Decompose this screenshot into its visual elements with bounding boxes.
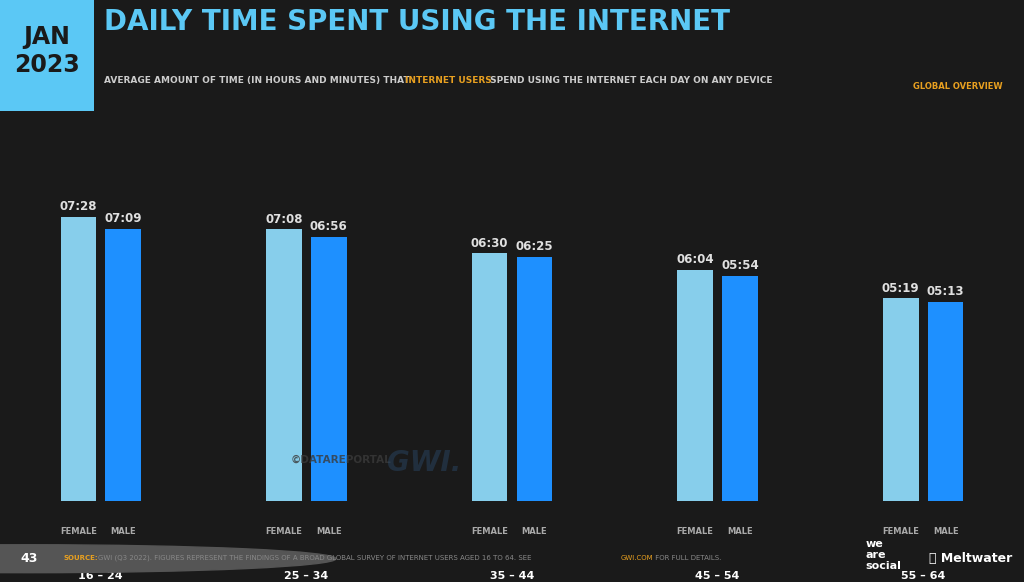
Bar bbox=[517, 257, 552, 501]
Circle shape bbox=[0, 545, 336, 573]
Bar bbox=[678, 270, 713, 501]
Text: FOR FULL DETAILS.: FOR FULL DETAILS. bbox=[653, 555, 722, 561]
Text: MALE: MALE bbox=[521, 527, 547, 535]
Text: 05:54: 05:54 bbox=[721, 260, 759, 272]
Text: MALE: MALE bbox=[111, 527, 136, 535]
Text: 25 – 34
YEARS OLD: 25 – 34 YEARS OLD bbox=[271, 572, 342, 582]
Text: INTERNET USERS: INTERNET USERS bbox=[404, 76, 492, 85]
Bar bbox=[883, 299, 919, 501]
Text: MALE: MALE bbox=[316, 527, 342, 535]
Text: 07:28: 07:28 bbox=[59, 200, 97, 213]
Text: 43: 43 bbox=[20, 552, 37, 565]
Bar bbox=[928, 302, 964, 501]
Text: MALE: MALE bbox=[933, 527, 958, 535]
Text: 07:08: 07:08 bbox=[265, 212, 303, 226]
Text: 45 – 54
YEARS OLD: 45 – 54 YEARS OLD bbox=[682, 572, 753, 582]
Text: 05:13: 05:13 bbox=[927, 285, 965, 299]
Text: 16 – 24
YEARS OLD: 16 – 24 YEARS OLD bbox=[66, 572, 136, 582]
Text: FEMALE: FEMALE bbox=[883, 527, 920, 535]
Text: 35 – 44
YEARS OLD: 35 – 44 YEARS OLD bbox=[477, 572, 547, 582]
Text: GWI.COM: GWI.COM bbox=[621, 555, 653, 561]
Text: SOURCE:: SOURCE: bbox=[63, 555, 98, 561]
Bar bbox=[105, 229, 141, 501]
Text: 06:25: 06:25 bbox=[516, 240, 553, 253]
Text: MALE: MALE bbox=[727, 527, 753, 535]
Text: 06:04: 06:04 bbox=[677, 253, 714, 266]
Text: 55 – 64
YEARS OLD: 55 – 64 YEARS OLD bbox=[888, 572, 958, 582]
Bar bbox=[311, 237, 346, 501]
Text: GWI.: GWI. bbox=[387, 449, 461, 477]
Text: FEMALE: FEMALE bbox=[471, 527, 508, 535]
Text: FEMALE: FEMALE bbox=[265, 527, 302, 535]
Bar bbox=[472, 254, 507, 501]
Text: GLOBAL OVERVIEW: GLOBAL OVERVIEW bbox=[912, 81, 1002, 91]
Text: SPEND USING THE INTERNET EACH DAY ON ANY DEVICE: SPEND USING THE INTERNET EACH DAY ON ANY… bbox=[487, 76, 773, 85]
Text: 05:19: 05:19 bbox=[882, 282, 920, 294]
Text: JAN
2023: JAN 2023 bbox=[14, 25, 80, 77]
Text: DAILY TIME SPENT USING THE INTERNET: DAILY TIME SPENT USING THE INTERNET bbox=[104, 8, 730, 36]
Text: FEMALE: FEMALE bbox=[677, 527, 714, 535]
Text: we
are
social: we are social bbox=[865, 539, 901, 571]
Text: GWI (Q3 2022). FIGURES REPRESENT THE FINDINGS OF A BROAD GLOBAL SURVEY OF INTERN: GWI (Q3 2022). FIGURES REPRESENT THE FIN… bbox=[98, 555, 535, 561]
Text: Ⓞ Meltwater: Ⓞ Meltwater bbox=[929, 552, 1012, 565]
Text: 06:56: 06:56 bbox=[310, 220, 348, 233]
Bar bbox=[60, 217, 96, 501]
Text: FEMALE: FEMALE bbox=[60, 527, 97, 535]
Bar bbox=[266, 229, 302, 501]
FancyBboxPatch shape bbox=[0, 0, 94, 111]
Text: 07:09: 07:09 bbox=[104, 212, 142, 225]
Text: AVERAGE AMOUNT OF TIME (IN HOURS AND MINUTES) THAT: AVERAGE AMOUNT OF TIME (IN HOURS AND MIN… bbox=[104, 76, 414, 85]
Text: 06:30: 06:30 bbox=[471, 237, 508, 250]
Bar bbox=[722, 276, 758, 501]
Text: ©DATAREPORTAL: ©DATAREPORTAL bbox=[291, 455, 391, 464]
